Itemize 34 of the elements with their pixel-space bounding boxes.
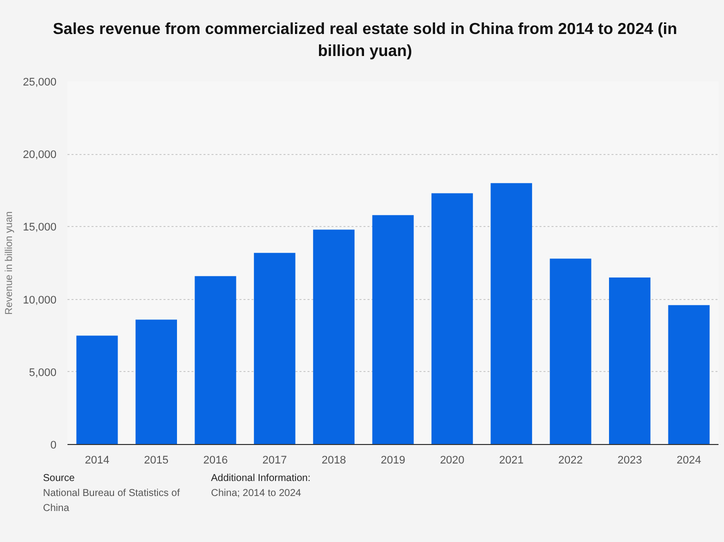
bar — [609, 278, 650, 444]
bar — [76, 336, 118, 444]
x-tick-label: 2022 — [558, 454, 583, 466]
x-tick-label: 2024 — [676, 454, 702, 466]
bar — [431, 193, 473, 444]
bar — [550, 258, 592, 444]
y-tick-label: 5,000 — [28, 366, 57, 379]
text: Additional Information: — [211, 473, 311, 484]
x-tick-label: 2019 — [380, 454, 406, 466]
x-tick-label: 2018 — [322, 454, 346, 466]
y-tick-label: 20,000 — [22, 149, 57, 162]
y-axis-title: Revenue in billion yuan — [4, 211, 15, 315]
text: China; 2014 to 2024 — [211, 488, 302, 499]
y-tick-label: 0 — [50, 440, 57, 452]
x-tick-label: 2023 — [617, 454, 642, 466]
text: National Bureau of Statistics of China — [43, 488, 180, 514]
bar — [372, 215, 414, 444]
bar — [490, 183, 532, 444]
x-tick-label: 2017 — [262, 454, 287, 466]
x-tick-label: 2014 — [84, 454, 110, 466]
x-tick-label: 2016 — [203, 454, 228, 466]
y-tick-label: 10,000 — [22, 294, 57, 306]
x-tick-label: 2015 — [144, 454, 169, 466]
text: Source — [43, 473, 75, 484]
bar — [194, 276, 236, 444]
bar — [254, 252, 296, 444]
bar — [668, 305, 710, 444]
chart-title: Sales revenue from commercialized real estate sold in China from 2014 to 2024 (in billion yuan) — [52, 20, 678, 62]
y-tick-label: 15,000 — [22, 222, 57, 234]
y-tick-label: 25,000 — [22, 76, 57, 88]
bar — [313, 230, 355, 444]
x-tick-label: 2021 — [499, 454, 524, 466]
x-tick-label: 2020 — [440, 454, 464, 466]
bar — [136, 320, 177, 444]
